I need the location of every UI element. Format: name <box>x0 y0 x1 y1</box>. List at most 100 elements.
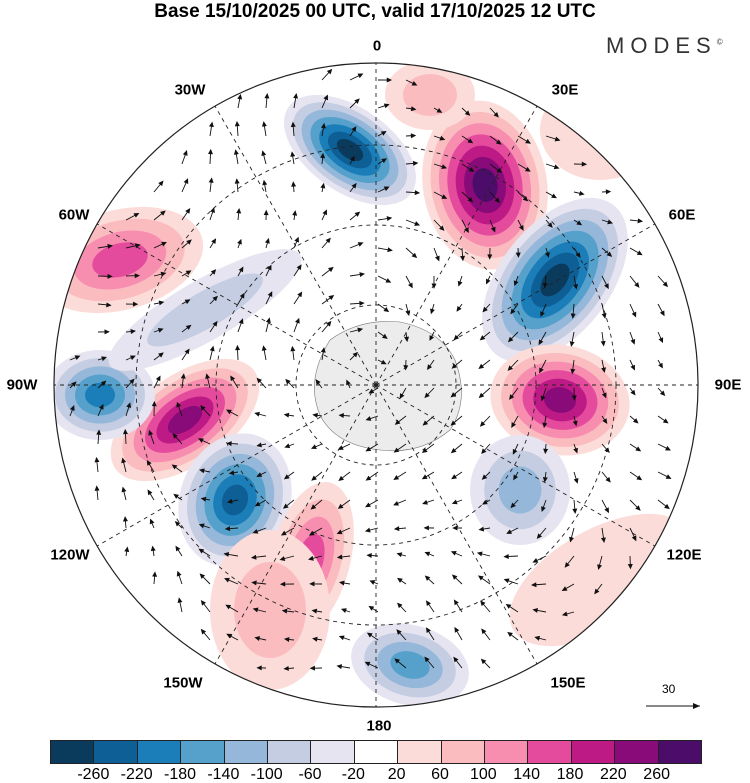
colorbar-tick-label: -220 <box>120 766 153 783</box>
anomaly-contour <box>540 263 570 297</box>
wind-vector-head <box>422 499 428 505</box>
wind-vector-head <box>158 352 164 358</box>
wind-vector-head <box>604 447 610 453</box>
wind-vector-head <box>411 80 418 86</box>
wind-vector-head <box>451 474 457 480</box>
wind-vector-head <box>386 77 393 83</box>
wind-vector-head <box>200 628 207 635</box>
wind-vector-head <box>635 446 642 452</box>
colorbar-tick-label: 100 <box>469 766 497 783</box>
wind-vector-head <box>210 269 217 275</box>
wind-vector-head <box>254 411 260 417</box>
wind-vector-head <box>106 302 112 308</box>
wind-vector-head <box>601 367 607 373</box>
wind-vector-head <box>184 348 190 355</box>
wind-vector-head <box>199 468 205 474</box>
wind-vector-head <box>182 150 188 156</box>
wind-vector-head <box>601 313 607 319</box>
colorbar-bin <box>181 741 225 763</box>
wind-vector-head <box>605 476 611 483</box>
wind-vector-head <box>573 477 579 484</box>
wind-vector-head <box>226 633 233 639</box>
wind-vector-head <box>607 219 614 225</box>
wind-vector-head <box>380 359 387 365</box>
wind-vector-head <box>310 504 317 510</box>
wind-vector-head <box>505 603 512 609</box>
wind-vector-head <box>283 412 290 418</box>
colorbar-bin <box>94 741 138 763</box>
wind-vector-head <box>659 390 666 397</box>
colorbar-bin <box>354 741 399 763</box>
wind-vector-head <box>198 548 205 554</box>
wind-vector-head <box>225 604 232 610</box>
wind-vector-head <box>225 409 232 415</box>
wind-vector-head <box>208 148 214 155</box>
wind-vector-head <box>450 551 457 556</box>
wind-vector-head <box>261 345 267 351</box>
wind-vector-head <box>578 190 585 196</box>
wind-vector-head <box>320 152 326 159</box>
wind-vector-head <box>209 345 215 352</box>
wind-vector-head <box>357 327 364 333</box>
lon-label-120w: 120W <box>50 546 90 564</box>
wind-vector-head <box>476 551 483 557</box>
wind-vector-head <box>460 255 466 262</box>
wind-vector-head <box>293 93 299 99</box>
wind-vector-head <box>630 338 636 345</box>
wind-vector-head <box>212 295 218 302</box>
wind-vector-head <box>450 420 457 426</box>
wind-vector-head <box>412 160 419 166</box>
wind-vector-head <box>262 179 268 186</box>
colorbar-tick-label: 180 <box>556 766 584 783</box>
wind-vector-head <box>532 607 539 613</box>
wind-vector-head <box>133 213 140 218</box>
colorbar-tick-label: 140 <box>513 766 541 783</box>
wind-vector-head <box>365 416 372 421</box>
wind-vector-head <box>424 575 431 581</box>
wind-vector-head <box>267 291 273 298</box>
wind-vector-head <box>627 563 633 570</box>
wind-vector-head <box>479 421 486 427</box>
wind-vector-head <box>365 446 372 452</box>
lon-label-180: 180 <box>366 717 392 735</box>
anomaly-contour <box>509 513 691 647</box>
wind-vector-head <box>282 503 289 509</box>
wind-vector-head <box>387 247 393 253</box>
wind-vector-head <box>338 635 345 641</box>
wind-vector-head <box>312 412 318 418</box>
wind-vector-head <box>575 252 581 259</box>
lon-label-60w: 60W <box>58 206 90 224</box>
wind-vector-head <box>283 665 289 671</box>
lon-label-120e: 120E <box>666 546 702 564</box>
wind-vector-head <box>399 393 405 399</box>
colorbar-bin <box>615 741 659 763</box>
wind-vector-head <box>365 502 371 508</box>
wind-vector-head <box>544 252 550 258</box>
anomaly-contour <box>234 562 306 658</box>
wind-vector-head <box>450 447 457 454</box>
colorbar-tick-label: 20 <box>387 766 406 783</box>
wind-vector-head <box>208 121 214 128</box>
wind-vector-head <box>364 661 371 667</box>
colorbar-bin <box>268 741 312 763</box>
wind-vector-head <box>452 525 458 531</box>
wind-vector-head <box>290 345 296 352</box>
wind-vector-head <box>200 599 207 606</box>
wind-vector-head <box>541 506 546 513</box>
wind-vector-head <box>515 252 521 258</box>
wind-vector-head <box>323 94 329 101</box>
wind-vector-head <box>359 272 366 278</box>
wind-vector-head <box>453 599 459 606</box>
wind-vector-head <box>480 600 486 607</box>
wind-vector-head <box>570 368 576 375</box>
wind-vector-head <box>503 578 510 584</box>
wind-vector-head <box>487 254 493 260</box>
wind-vector-head <box>482 306 488 313</box>
wind-vector-head <box>161 241 167 247</box>
colorbar-tick-label: -100 <box>250 766 283 783</box>
wind-vector-head <box>94 485 100 491</box>
colorbar-bin <box>571 741 616 763</box>
wind-vector-head <box>339 580 345 586</box>
wind-vector-head <box>205 373 211 380</box>
wind-vector-head <box>382 333 388 339</box>
